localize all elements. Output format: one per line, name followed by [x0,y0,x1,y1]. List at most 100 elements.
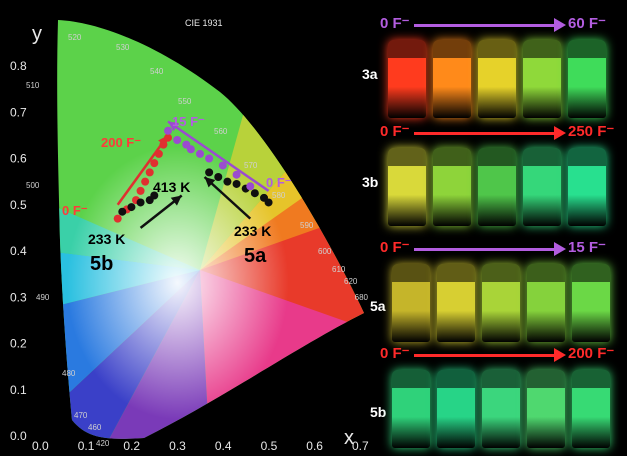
fluoride-range-arrow: 0 F⁻ 15 F⁻ [350,238,627,260]
data-point [196,149,204,158]
wavelength-label: 550 [178,97,192,106]
vial [433,148,471,226]
wavelength-label: 580 [272,191,286,200]
range-end-label: 15 F⁻ [568,239,606,256]
label-233-k-right: 233 K [234,223,271,239]
y-tick-label: 0.3 [10,290,27,304]
x-tick-label: 0.7 [352,439,369,453]
vial [437,370,475,448]
label-15-fluoride: 15 F⁻ [172,114,205,129]
data-point [205,168,214,177]
vial [523,148,561,226]
wavelength-label: 460 [88,423,102,432]
y-tick-label: 0.5 [10,198,27,212]
data-point [232,179,241,188]
data-point [214,173,223,181]
fluoride-range-arrow: 0 F⁻ 250 F⁻ [350,122,627,144]
x-tick-label: 0.5 [261,439,278,453]
fluoride-range-arrow: 0 F⁻ 200 F⁻ [350,344,627,366]
trend-arrow-line [116,134,170,206]
wavelength-label: 480 [62,369,76,378]
y-tick-label: 0.2 [10,337,27,351]
chart-title: CIE 1931 [185,18,223,28]
vial [392,370,430,448]
data-point [164,133,172,142]
vial-panel-3a: 0 F⁻ 60 F⁻ 3a [350,14,627,120]
x-tick-label: 0.2 [123,439,140,453]
range-end-label: 200 F⁻ [568,345,615,362]
x-tick-labels: 0.0 0.1 0.2 0.3 0.4 0.5 0.6 0.7 [32,439,369,453]
wavelength-label: 490 [36,293,50,302]
range-arrow-line [414,354,556,357]
label-5a: 5a [244,245,267,267]
y-axis-label: y [32,23,42,45]
panel-label: 3b [362,174,379,190]
vial [437,264,475,342]
vial [433,40,471,118]
vial [527,370,565,448]
trend-arrow-head [204,177,216,188]
data-point [136,186,145,195]
wavelength-label: 540 [150,67,164,76]
vial-panel-3b: 0 F⁻ 250 F⁻ 3b [350,122,627,228]
vial [523,40,561,118]
gamut-fill [57,20,365,439]
vial-panel-5a: 0 F⁻ 15 F⁻ 5a [350,238,627,344]
data-point [136,198,145,207]
panel-label: 5b [370,404,387,420]
panel-label: 5a [370,298,386,314]
range-start-label: 0 F⁻ [380,123,410,140]
vial [527,264,565,342]
y-tick-label: 0.6 [10,152,27,166]
vial [482,370,520,448]
vial [392,264,430,342]
vial [478,40,516,118]
wavelength-label: 560 [214,127,228,136]
vial [388,148,426,226]
wavelength-label: 590 [300,221,314,230]
wavelength-label: 510 [26,81,40,90]
x-tick-label: 0.3 [169,439,186,453]
y-tick-label: 0.8 [10,59,27,73]
data-point [150,159,159,168]
range-arrow-head [554,242,566,256]
data-point [154,149,163,158]
range-arrow-line [414,132,556,135]
vial-panel-5b: 0 F⁻ 200 F⁻ 5b [350,344,627,450]
data-point [232,170,241,179]
data-point [150,191,159,200]
wavelength-label: 620 [344,277,358,286]
label-5b: 5b [90,253,113,275]
label-233-k-left: 233 K [88,231,125,247]
x-tick-label: 0.0 [32,439,49,453]
range-arrow-head [554,348,566,362]
trend-arrow-line [203,176,252,220]
data-point [264,198,273,207]
range-start-label: 0 F⁻ [380,239,410,256]
x-axis-label: x [344,427,354,449]
range-arrow-line [414,24,556,27]
x-tick-label: 0.6 [306,439,323,453]
trend-arrow-head [170,195,182,206]
vial [572,264,610,342]
wavelength-label: 530 [116,43,130,52]
range-end-label: 60 F⁻ [568,15,606,32]
wavelength-label: 470 [74,411,88,420]
range-end-label: 250 F⁻ [568,123,615,140]
range-arrow-line [414,248,556,251]
label-0-fluoride-right: 0 F⁻ [266,175,292,190]
data-point [246,182,255,191]
wavelength-label: 600 [318,247,332,256]
y-tick-label: 0.4 [10,244,27,258]
data-point [141,177,150,186]
range-arrow-head [554,126,566,140]
x-tick-label: 0.4 [215,439,232,453]
data-point [164,126,172,135]
panel-label: 3a [362,66,378,82]
data-point [218,161,227,170]
data-point [113,214,122,223]
data-point [186,145,195,154]
data-points [113,126,273,223]
label-413-k: 413 K [153,179,190,195]
